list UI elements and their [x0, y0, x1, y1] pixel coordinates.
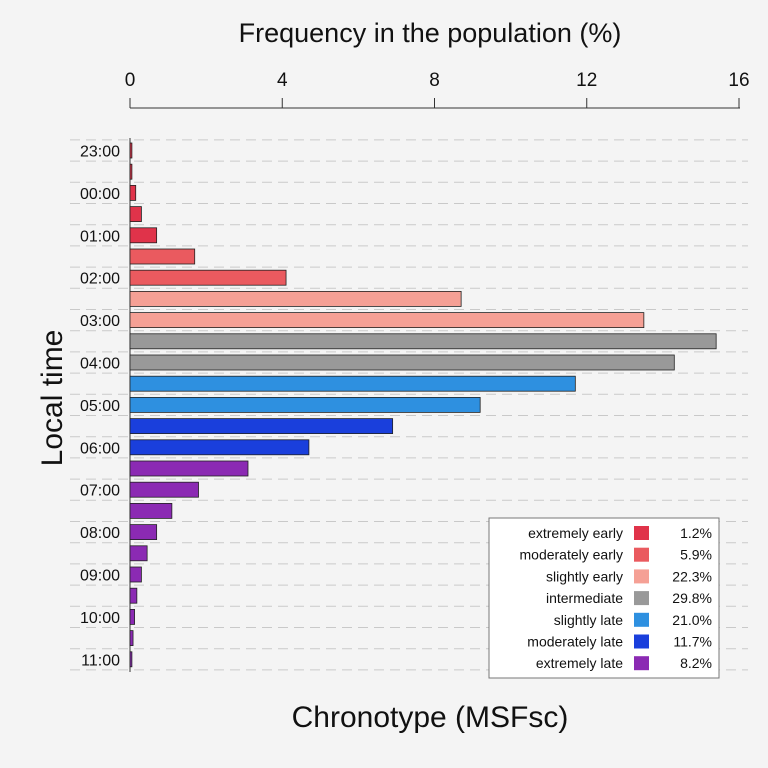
- legend-swatch: [634, 656, 649, 671]
- y-tick-label: 07:00: [80, 483, 120, 500]
- bar: [129, 290, 462, 307]
- legend-percent: 21.0%: [672, 612, 712, 628]
- bar: [129, 248, 196, 265]
- legend-label: intermediate: [546, 590, 623, 606]
- y-tick-label: 04:00: [80, 356, 120, 373]
- bar: [129, 312, 645, 329]
- y-tick-label: 00:00: [80, 186, 120, 203]
- x-tick-label: 8: [429, 70, 440, 91]
- legend-label: moderately late: [527, 634, 623, 650]
- y-tick-label: 06:00: [80, 440, 120, 457]
- x-tick-label: 16: [728, 70, 749, 91]
- y-tick-label: 01:00: [80, 228, 120, 245]
- bar: [129, 651, 133, 668]
- y-axis-ticks: 23:00 00:00 01:00 02:00 03:00 04:00 05:00 06:00…: [80, 144, 120, 670]
- bar: [129, 269, 287, 286]
- legend-label: extremely early: [528, 525, 623, 541]
- bars-group: [129, 142, 717, 668]
- bar: [129, 460, 249, 477]
- y-axis-title: Local time: [36, 330, 69, 467]
- grid-lines: [70, 139, 748, 671]
- legend-percent: 8.2%: [680, 655, 712, 671]
- legend: extremely early 1.2% moderately early 5.9% s…: [488, 517, 720, 679]
- legend-percent: 22.3%: [672, 568, 712, 584]
- legend-percent: 5.9%: [680, 547, 712, 563]
- legend-percent: 1.2%: [680, 525, 712, 541]
- bar: [129, 481, 199, 498]
- x-axis-title: Chronotype (MSFsc): [292, 701, 569, 734]
- legend-swatch: [634, 569, 649, 584]
- y-tick-label: 23:00: [80, 144, 120, 161]
- legend-label: extremely late: [536, 655, 623, 671]
- legend-label: slightly early: [546, 568, 623, 584]
- bar: [129, 566, 142, 583]
- x-axis-ticks: 0 4 8 12 16: [125, 70, 750, 108]
- bar: [129, 545, 148, 562]
- x-tick-label: 4: [277, 70, 288, 91]
- legend-label: moderately early: [520, 547, 624, 563]
- legend-percent: 11.7%: [673, 634, 712, 650]
- legend-percent: 29.8%: [672, 590, 712, 606]
- bar: [129, 375, 576, 392]
- legend-swatch: [634, 612, 649, 627]
- chart-title: Frequency in the population (%): [239, 18, 622, 48]
- y-tick-label: 03:00: [80, 313, 120, 330]
- legend-swatch: [634, 634, 649, 649]
- bar: [129, 142, 133, 159]
- y-tick-label: 09:00: [80, 568, 120, 585]
- bar: [129, 206, 142, 223]
- bar: [129, 163, 133, 180]
- x-tick-label: 0: [125, 70, 136, 91]
- y-tick-label: 08:00: [80, 525, 120, 542]
- bar: [129, 630, 134, 646]
- bar: [129, 439, 310, 456]
- bar: [129, 502, 173, 519]
- bar: [129, 354, 675, 371]
- bar: [129, 227, 158, 244]
- bar: [129, 184, 137, 201]
- legend-swatch: [634, 547, 649, 562]
- legend-box: [488, 517, 720, 679]
- bar: [129, 418, 394, 435]
- legend-swatch: [634, 526, 649, 540]
- bar: [129, 609, 135, 625]
- y-tick-label: 02:00: [80, 271, 120, 288]
- bar: [129, 333, 717, 350]
- bar: [129, 396, 481, 413]
- x-tick-label: 12: [576, 70, 597, 91]
- y-tick-label: 10:00: [80, 610, 120, 627]
- y-tick-label: 05:00: [80, 398, 120, 415]
- y-tick-label: 11:00: [81, 652, 120, 669]
- legend-swatch: [634, 591, 649, 606]
- bar: [129, 524, 158, 540]
- legend-label: slightly late: [554, 612, 623, 628]
- bar: [129, 587, 138, 604]
